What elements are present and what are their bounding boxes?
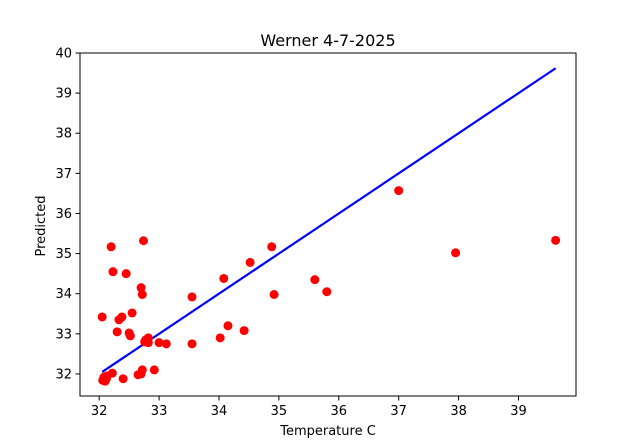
data-point-9 [112,327,122,337]
data-point-22 [138,236,148,246]
chart-title: Werner 4-7-2025 [260,31,395,50]
y-tick-label-37: 37 [55,167,72,182]
data-point-38 [269,290,279,300]
data-point-19 [137,365,147,375]
y-tick-label-32: 32 [55,367,72,382]
data-point-34 [223,321,233,331]
data-point-27 [149,365,159,375]
y-tick-label-38: 38 [55,127,72,142]
y-tick-label-34: 34 [55,287,72,302]
data-point-39 [310,275,320,285]
data-point-28 [154,338,164,348]
x-tick-label-34: 34 [211,404,228,419]
data-point-0 [97,312,107,322]
data-point-42 [451,248,461,258]
plot-area [79,52,577,397]
data-point-31 [187,339,197,349]
data-point-16 [127,308,137,318]
data-point-11 [117,312,127,322]
data-point-15 [125,331,135,341]
x-tick-label-32: 32 [91,404,108,419]
y-tick-label-35: 35 [55,247,72,262]
identity-line [101,67,557,373]
data-point-12 [118,374,128,384]
data-point-26 [143,338,153,348]
data-point-32 [215,333,225,343]
x-tick-label-35: 35 [271,404,288,419]
data-point-30 [187,292,197,302]
y-axis-label: Predicted [34,195,49,256]
data-point-6 [106,242,116,252]
data-point-33 [219,273,229,283]
data-point-43 [551,235,561,245]
data-point-37 [267,242,277,252]
data-point-41 [394,186,404,196]
x-tick-label-36: 36 [331,404,348,419]
axis-ticks: 32 33 34 35 36 37 38 39 32 33 34 35 36 37 38 39 40 [55,47,526,420]
data-point-21 [137,290,147,300]
data-point-35 [239,326,249,336]
data-point-7 [108,267,118,277]
y-tick-label-33: 33 [55,327,72,342]
x-tick-label-39: 39 [510,404,527,419]
x-tick-label-37: 37 [390,404,407,419]
y-tick-label-40: 40 [55,47,72,62]
x-tick-label-33: 33 [151,404,168,419]
data-point-8 [107,368,117,378]
data-point-13 [121,269,131,279]
x-tick-label-38: 38 [450,404,467,419]
x-axis-label: Temperature C [279,424,376,439]
data-point-36 [245,257,255,267]
data-point-40 [322,287,332,297]
data-point-29 [161,339,171,349]
data-point-20 [136,283,146,293]
y-tick-label-36: 36 [55,207,72,222]
plot-frame [79,52,577,397]
y-tick-label-39: 39 [55,87,72,102]
